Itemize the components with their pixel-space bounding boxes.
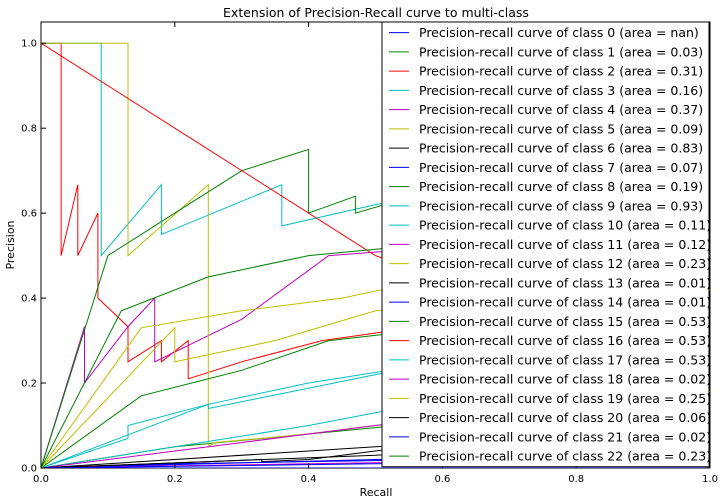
legend-entry: Precision-recall curve of class 15 (area… [419,314,711,329]
legend-entry: Precision-recall curve of class 22 (area… [419,449,711,464]
legend-entry: Precision-recall curve of class 5 (area … [419,121,703,136]
x-tick-label: 0.4 [301,474,317,485]
legend-entry: Precision-recall curve of class 16 (area… [419,333,711,348]
x-tick-label: 1.0 [702,474,718,485]
legend-box [381,21,710,468]
legend-entry: Precision-recall curve of class 12 (area… [419,256,711,271]
x-axis-label: Recall [360,486,393,499]
legend-entry: Precision-recall curve of class 14 (area… [419,295,711,310]
x-tick-label: 0.6 [434,474,450,485]
y-tick-label: 0.6 [21,209,37,220]
y-tick-label: 0.2 [21,379,37,390]
legend-entry: Precision-recall curve of class 7 (area … [419,160,703,175]
y-tick-label: 0.4 [21,294,37,305]
legend-entry: Precision-recall curve of class 9 (area … [419,198,703,213]
legend-entry: Precision-recall curve of class 2 (area … [419,64,703,79]
legend-entry: Precision-recall curve of class 10 (area… [419,218,711,233]
legend-entry: Precision-recall curve of class 20 (area… [419,410,711,425]
legend-entry: Precision-recall curve of class 8 (area … [419,179,703,194]
axes-layer: 0.0 0.2 0.4 0.6 0.8 1.0 0.0 0.2 0.4 0.6 0.8 1.0 [21,22,718,485]
legend-entry: Precision-recall curve of class 1 (area … [419,44,703,59]
x-tick-label: 0.2 [167,474,183,485]
legend-entry: Precision-recall curve of class 19 (area… [419,391,711,406]
x-tick-label: 0.0 [33,474,49,485]
x-tick-label: 0.8 [568,474,584,485]
legend-entry: Precision-recall curve of class 17 (area… [419,352,711,367]
legend-entry: Precision-recall curve of class 11 (area… [419,237,711,252]
legend-entry: Precision-recall curve of class 4 (area … [419,102,703,117]
y-tick-label: 0.8 [21,124,37,135]
chart-title: Extension of Precision-Recall curve to m… [223,5,529,20]
y-tick-label: 0.0 [21,464,37,475]
legend-entry: Precision-recall curve of class 0 (area … [419,25,699,40]
legend-entry: Precision-recall curve of class 13 (area… [419,275,711,290]
legend-entry: Precision-recall curve of class 6 (area … [419,141,703,156]
y-tick-label: 1.0 [21,39,37,50]
series-line-class-2 [41,42,710,384]
y-axis-label: Precision [4,220,17,269]
legend-entry: Precision-recall curve of class 3 (area … [419,83,703,98]
legend-entry: Precision-recall curve of class 18 (area… [419,372,711,387]
legend-entry: Precision-recall curve of class 21 (area… [419,429,711,444]
legend: Precision-recall curve of class 0 (area … [381,21,711,468]
